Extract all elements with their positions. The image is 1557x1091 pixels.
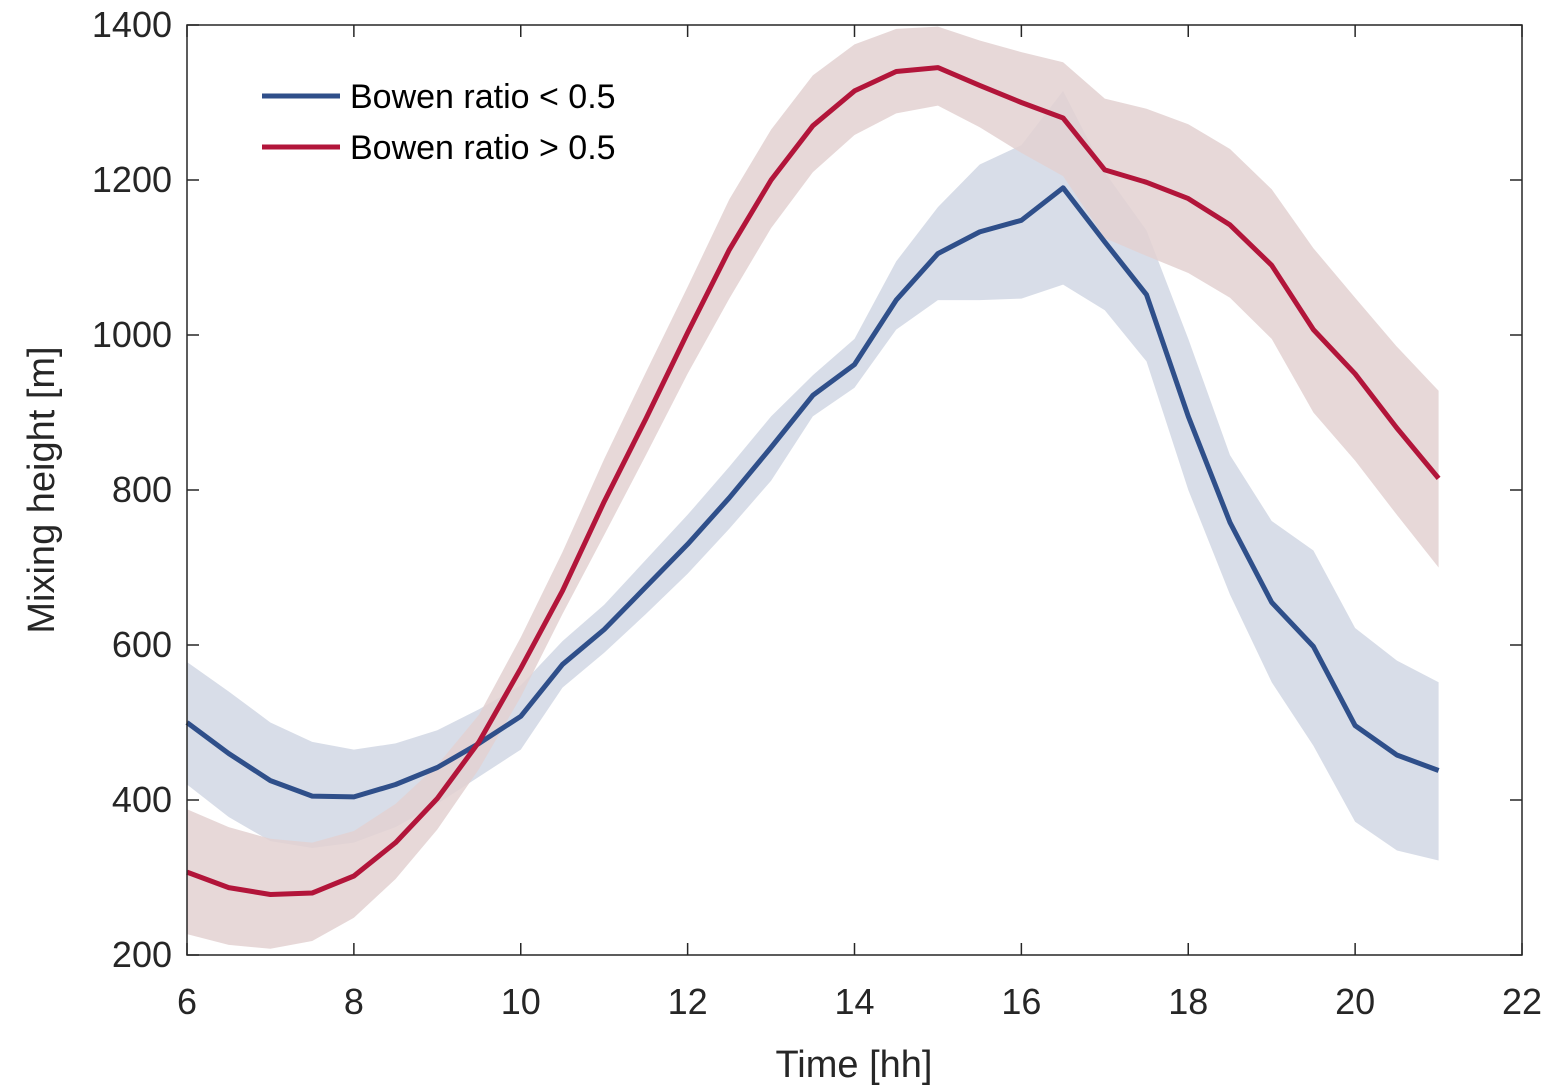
x-tick-label: 16 [1001,981,1041,1022]
x-axis-ticks: 6 8 10 12 14 16 18 20 22 [177,25,1542,1022]
confidence-bands [187,26,1439,949]
series-2-band [187,26,1439,949]
x-tick-label: 18 [1168,981,1208,1022]
y-tick-label: 200 [112,934,172,975]
x-tick-label: 8 [344,981,364,1022]
series-lines [185,65,1441,897]
series-1-line [185,185,1440,800]
y-axis-ticks: 200 400 600 800 1000 1200 1400 [92,4,1522,975]
legend-label-2: Bowen ratio > 0.5 [350,129,616,167]
x-tick-label: 12 [668,981,708,1022]
x-tick-label: 10 [501,981,541,1022]
series-1-band [187,90,1439,861]
legend: Bowen ratio < 0.5 Bowen ratio > 0.5 [262,78,616,167]
x-tick-label: 14 [834,981,874,1022]
y-tick-label: 1400 [92,4,172,45]
y-tick-label: 600 [112,624,172,665]
x-tick-label: 20 [1335,981,1375,1022]
y-tick-label: 1200 [92,159,172,200]
x-tick-label: 6 [177,981,197,1022]
y-tick-label: 400 [112,779,172,820]
y-tick-label: 800 [112,469,172,510]
series-2-line [186,65,1441,897]
x-tick-label: 22 [1502,981,1542,1022]
y-axis-title: Mixing height [m] [21,346,63,633]
y-tick-label: 1000 [92,314,172,355]
legend-label-1: Bowen ratio < 0.5 [350,78,616,116]
x-axis-title: Time [hh] [776,1044,933,1086]
